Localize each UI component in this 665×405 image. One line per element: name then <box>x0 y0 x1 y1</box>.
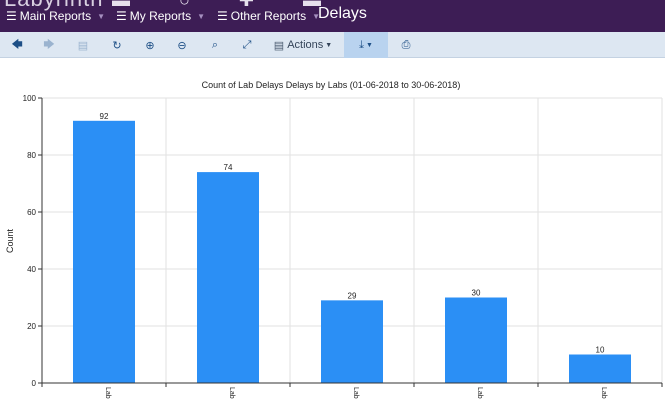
top-navigation-bar: Labyrinth ▬ ○ ✚ ▬ ☰ Main Reports ▼ ☰ My … <box>0 0 665 32</box>
my-reports-label: My Reports <box>129 9 192 23</box>
forward-icon[interactable]: 🡆 <box>43 38 55 51</box>
other-reports-menu[interactable]: ☰ Other Reports ▼ <box>217 9 320 23</box>
chart-area: Count of Lab Delays Delays by Labs (01-0… <box>0 58 665 400</box>
main-reports-label: Main Reports <box>19 9 92 23</box>
y-tick-label: 40 <box>27 265 36 274</box>
back-icon[interactable]: 🡄 <box>11 38 23 51</box>
x-tick-label: Lab <box>476 387 483 399</box>
x-tick-label: Lab <box>600 387 607 399</box>
my-reports-menu[interactable]: ☰ My Reports ▼ <box>116 9 205 23</box>
bar <box>321 300 383 383</box>
page-icon[interactable]: ▤ <box>77 39 89 52</box>
bar-value-label: 30 <box>472 289 481 298</box>
chart-axes: 0 20 40 60 80 100 Lab Lab Lab Lab Lab <box>23 94 663 399</box>
refresh-icon[interactable]: ↻ <box>112 39 122 52</box>
caret-down-icon: ▼ <box>312 11 321 21</box>
y-tick-label: 100 <box>23 94 37 103</box>
report-toolbar: 🡄 🡆 ▤ ↻ ⊕ ⊖ ⌕ ⤢ ▤ Actions ▼ ⤓ ▼ ⎙ <box>0 32 665 58</box>
x-tick-label: Lab <box>352 387 359 399</box>
hamburger-icon: ☰ <box>217 9 228 23</box>
bar <box>445 297 507 383</box>
actions-dropdown[interactable]: ▤ Actions ▼ <box>272 36 334 54</box>
hamburger-icon: ☰ <box>6 9 17 23</box>
caret-down-icon: ▼ <box>97 11 106 21</box>
zoom-out-icon[interactable]: ⊖ <box>177 39 187 52</box>
caret-down-icon: ▼ <box>365 41 373 49</box>
caret-down-icon: ▼ <box>197 11 206 21</box>
bar <box>73 120 135 384</box>
export-dropdown[interactable]: ⤓ ▼ <box>344 32 388 58</box>
hamburger-icon: ☰ <box>116 9 127 23</box>
y-tick-label: 60 <box>27 208 36 217</box>
bar <box>197 172 259 383</box>
bar-chart: Count of Lab Delays Delays by Labs (01-0… <box>5 80 663 399</box>
chart-title: Count of Lab Delays Delays by Labs (01-0… <box>202 80 461 90</box>
bar-value-label: 92 <box>100 112 109 121</box>
document-icon: ▤ <box>273 39 285 52</box>
page-title: Delays <box>318 5 367 22</box>
y-tick-label: 0 <box>32 379 37 388</box>
actions-label: Actions <box>287 39 324 51</box>
other-reports-label: Other Reports <box>230 9 307 23</box>
download-icon: ⤓ <box>359 38 364 51</box>
bar-value-label: 29 <box>348 291 357 300</box>
expand-icon[interactable]: ⤢ <box>242 38 252 51</box>
y-tick-label: 20 <box>27 322 36 331</box>
chart-grid <box>42 97 663 383</box>
zoom-in-icon[interactable]: ⊕ <box>145 39 155 52</box>
main-reports-menu[interactable]: ☰ Main Reports ▼ <box>6 9 105 23</box>
bar-value-label: 10 <box>596 346 605 355</box>
print-icon[interactable]: ⎙ <box>401 38 411 51</box>
brand-icons: ▬ ○ ✚ ▬ <box>112 0 343 10</box>
bar-value-label: 74 <box>224 163 233 172</box>
bar <box>569 354 631 383</box>
y-tick-label: 80 <box>27 151 36 160</box>
y-axis-label: Count <box>5 229 15 254</box>
caret-down-icon: ▼ <box>325 41 333 49</box>
zoom-fit-icon[interactable]: ⌕ <box>211 38 219 51</box>
x-tick-label: Lab <box>104 387 111 399</box>
x-tick-label: Lab <box>228 387 235 399</box>
chart-bars: 92 74 29 30 10 <box>73 112 631 384</box>
app-brand: Labyrinth <box>4 0 104 12</box>
